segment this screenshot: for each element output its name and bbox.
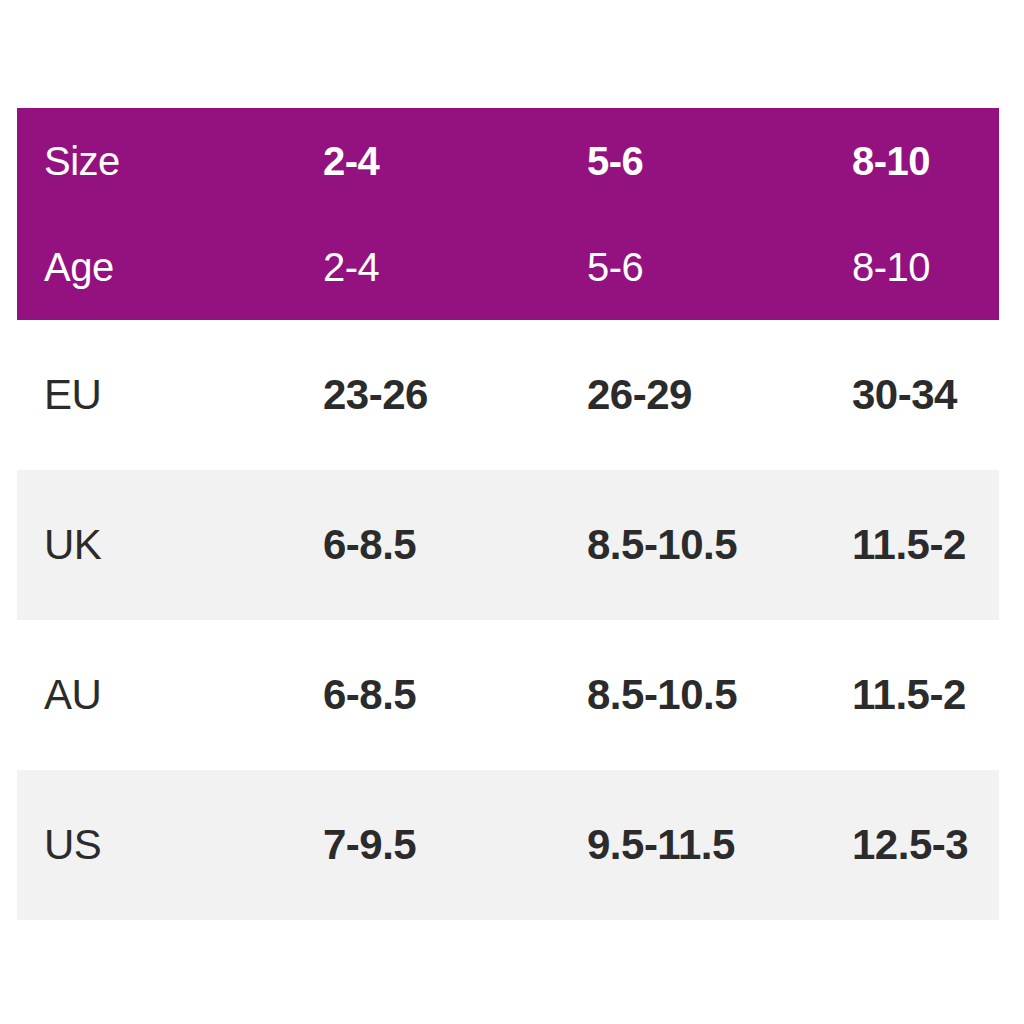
header-row-size: Size 2-4 5-6 8-10 [17,108,999,214]
eu-value-2: 26-29 [587,371,852,419]
size-value-3: 8-10 [852,139,999,184]
row-label-age: Age [44,245,323,290]
size-chart-header: Size 2-4 5-6 8-10 Age 2-4 5-6 8-10 [17,108,999,320]
au-value-3: 11.5-2 [852,671,999,719]
size-value-2: 5-6 [587,139,852,184]
age-value-2: 5-6 [587,245,852,290]
row-label-uk: UK [44,521,323,569]
uk-value-1: 6-8.5 [323,521,587,569]
us-value-3: 12.5-3 [852,821,999,869]
row-eu: EU 23-26 26-29 30-34 [17,320,999,470]
row-label-au: AU [44,671,323,719]
row-uk: UK 6-8.5 8.5-10.5 11.5-2 [17,470,999,620]
row-label-eu: EU [44,371,323,419]
uk-value-2: 8.5-10.5 [587,521,852,569]
age-value-3: 8-10 [852,245,999,290]
header-row-age: Age 2-4 5-6 8-10 [17,214,999,320]
au-value-2: 8.5-10.5 [587,671,852,719]
eu-value-3: 30-34 [852,371,999,419]
row-label-us: US [44,821,323,869]
eu-value-1: 23-26 [323,371,587,419]
age-value-1: 2-4 [323,245,587,290]
row-label-size: Size [44,139,323,184]
row-us: US 7-9.5 9.5-11.5 12.5-3 [17,770,999,920]
au-value-1: 6-8.5 [323,671,587,719]
us-value-1: 7-9.5 [323,821,587,869]
size-value-1: 2-4 [323,139,587,184]
row-au: AU 6-8.5 8.5-10.5 11.5-2 [17,620,999,770]
us-value-2: 9.5-11.5 [587,821,852,869]
size-chart-table: Size 2-4 5-6 8-10 Age 2-4 5-6 8-10 EU 23… [17,108,999,920]
uk-value-3: 11.5-2 [852,521,999,569]
